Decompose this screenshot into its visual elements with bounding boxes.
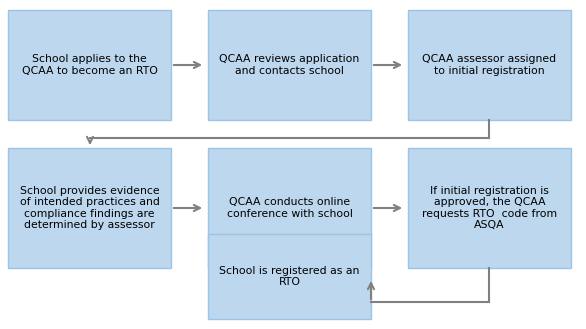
- Text: School provides evidence
of intended practices and
compliance findings are
deter: School provides evidence of intended pra…: [19, 186, 159, 230]
- FancyBboxPatch shape: [208, 234, 371, 319]
- Text: QCAA reviews application
and contacts school: QCAA reviews application and contacts sc…: [219, 54, 360, 76]
- Text: School is registered as an
RTO: School is registered as an RTO: [219, 266, 360, 287]
- FancyBboxPatch shape: [408, 10, 571, 120]
- Text: If initial registration is
approved, the QCAA
requests RTO  code from
ASQA: If initial registration is approved, the…: [422, 186, 557, 230]
- FancyBboxPatch shape: [8, 10, 171, 120]
- FancyBboxPatch shape: [208, 10, 371, 120]
- FancyBboxPatch shape: [8, 148, 171, 268]
- FancyBboxPatch shape: [408, 148, 571, 268]
- Text: School applies to the
QCAA to become an RTO: School applies to the QCAA to become an …: [22, 54, 158, 76]
- Text: QCAA assessor assigned
to initial registration: QCAA assessor assigned to initial regist…: [423, 54, 557, 76]
- Text: QCAA conducts online
conference with school: QCAA conducts online conference with sch…: [227, 197, 352, 219]
- FancyBboxPatch shape: [208, 148, 371, 268]
